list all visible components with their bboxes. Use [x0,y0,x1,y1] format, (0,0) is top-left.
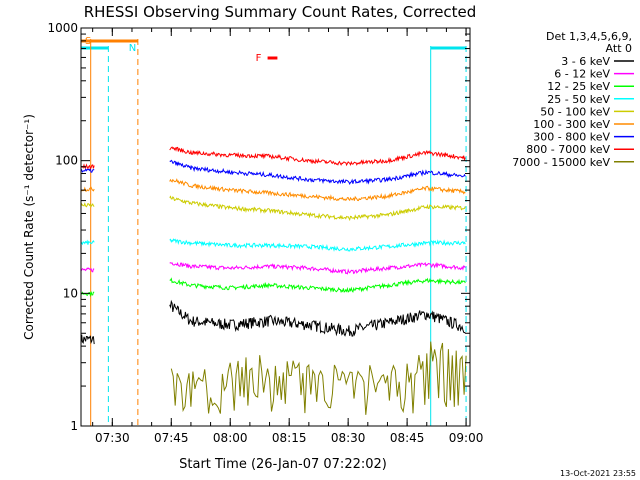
series-line-8 [170,341,467,415]
legend-label: 6 - 12 keV [554,68,610,81]
series-line-0 [81,334,95,346]
series-line-6 [169,159,466,185]
x-tick-label: 07:45 [154,431,189,445]
x-tick-label: 08:30 [331,431,366,445]
legend-header: Det 1,3,4,5,6,9, [546,30,632,43]
series-line-2 [169,277,466,294]
x-tick-label: 08:00 [213,431,248,445]
series-line-1 [169,261,466,275]
saa-label: S [85,36,91,47]
x-tick-label: 09:00 [449,431,484,445]
series-line-5 [81,186,95,192]
axis-layer: 07:30 07:45 08:00 08:15 08:30 08:45 09:00 1 10 10… [47,21,483,445]
series-line-7 [81,163,95,170]
series-line-7 [169,146,466,167]
x-tick-label: 07:30 [95,431,130,445]
legend-subheader: Att 0 [606,42,632,55]
x-axis-label: Start Time (26-Jan-07 07:22:02) [179,457,387,472]
night-label: N [129,43,136,54]
series-line-0 [169,299,466,337]
y-tick-label: 100 [55,154,78,168]
series-line-3 [81,239,95,246]
y-axis-label: Corrected Count Rate (s⁻¹ detector⁻¹) [22,114,36,340]
series-line-4 [81,202,95,208]
series-line-1 [81,267,95,273]
legend-label: 300 - 800 keV [533,131,610,144]
y-tick-label: 1000 [47,21,78,35]
chart-title: RHESSI Observing Summary Count Rates, Co… [84,3,477,21]
flare-label: F [256,53,262,64]
legend-label: 12 - 25 keV [547,80,610,93]
series-layer [81,146,467,415]
footer-timestamp: 13-Oct-2021 23:55 [560,469,636,478]
legend-label: 7000 - 15000 keV [512,156,610,169]
series-line-2 [81,291,95,298]
plot-frame [80,27,471,427]
series-line-6 [81,167,95,173]
legend-label: 3 - 6 keV [561,55,610,68]
x-tick-label: 08:15 [272,431,307,445]
series-line-4 [169,195,466,222]
series-line-3 [169,238,466,252]
y-tick-label: 1 [70,419,78,433]
series-line-5 [169,178,466,202]
x-tick-label: 08:45 [390,431,425,445]
legend-label: 100 - 300 keV [533,118,610,131]
legend-label: 800 - 7000 keV [526,143,610,156]
legend-label: 25 - 50 keV [547,93,610,106]
annotation-layer: S N F [80,36,467,426]
y-tick-label: 10 [63,286,78,300]
legend-label: 50 - 100 keV [540,105,610,118]
